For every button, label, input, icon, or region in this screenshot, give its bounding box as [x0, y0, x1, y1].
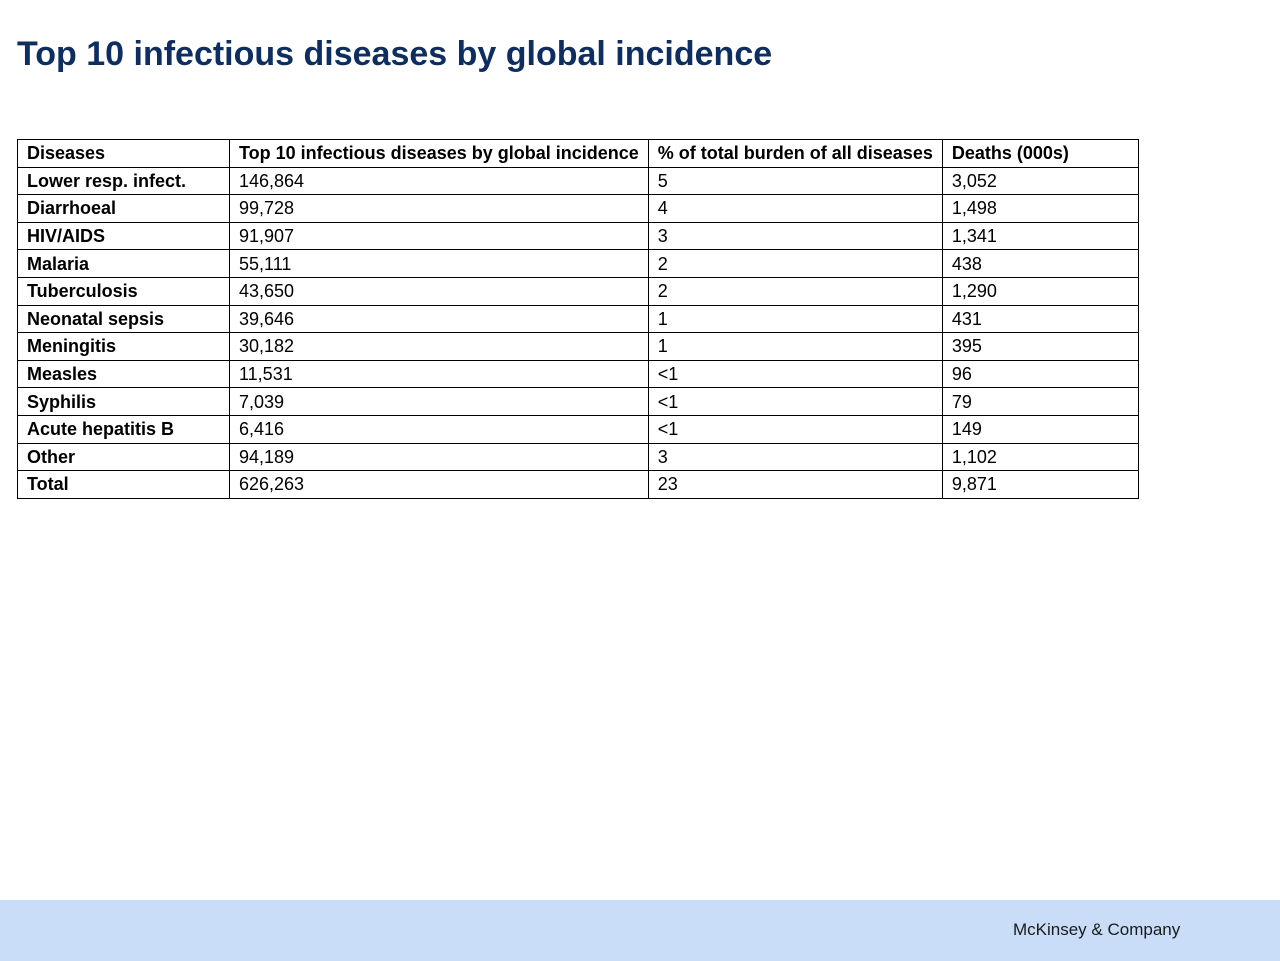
burden-percent-cell: 3: [647, 221, 943, 251]
header-cell-burden: % of total burden of all diseases: [647, 139, 943, 168]
burden-percent-cell: 2: [647, 249, 943, 278]
deaths-cell: 1,498: [941, 194, 1139, 223]
incidence-cell: 6,416: [229, 414, 649, 444]
incidence-cell: 30,182: [229, 332, 649, 361]
incidence-cell: 626,263: [229, 470, 649, 499]
header-cell-incidence: Top 10 infectious diseases by global inc…: [229, 139, 649, 168]
table-row: Diarrhoeal 99,728 4 1,498: [17, 194, 1139, 223]
burden-percent-cell: <1: [647, 359, 943, 389]
deaths-cell: 9,871: [941, 470, 1139, 499]
deaths-cell: 1,102: [941, 442, 1139, 472]
header-cell-deaths: Deaths (000s): [941, 139, 1139, 168]
disease-name-cell: Malaria: [17, 249, 230, 278]
burden-percent-cell: 2: [647, 276, 943, 306]
burden-percent-cell: 1: [647, 304, 943, 334]
disease-name-cell: Tuberculosis: [17, 276, 230, 306]
burden-percent-cell: 3: [647, 442, 943, 472]
table-body: Diseases Top 10 infectious diseases by g…: [17, 139, 1139, 499]
disease-name-cell: Acute hepatitis B: [17, 414, 230, 444]
incidence-cell: 7,039: [229, 387, 649, 416]
table-row: Acute hepatitis B 6,416 <1 149: [17, 414, 1139, 444]
footer-brand: McKinsey & Company: [1013, 920, 1181, 939]
incidence-cell: 43,650: [229, 276, 649, 306]
table-row: Lower resp. infect. 146,864 5 3,052: [17, 166, 1139, 196]
burden-percent-cell: 23: [647, 470, 943, 499]
table-row: Meningitis 30,182 1 395: [17, 332, 1139, 361]
burden-percent-cell: 5: [647, 166, 943, 196]
disease-name-cell: HIV/AIDS: [17, 221, 230, 251]
burden-percent-cell: 1: [647, 332, 943, 361]
incidence-cell: 146,864: [229, 166, 649, 196]
disease-name-cell: Neonatal sepsis: [17, 304, 230, 334]
header-cell-diseases: Diseases: [17, 139, 230, 168]
incidence-cell: 39,646: [229, 304, 649, 334]
disease-name-cell: Measles: [17, 359, 230, 389]
page-title: Top 10 infectious diseases by global inc…: [17, 35, 773, 73]
deaths-cell: 96: [941, 359, 1139, 389]
deaths-cell: 1,290: [941, 276, 1139, 306]
disease-name-cell: Lower resp. infect.: [17, 166, 230, 196]
disease-name-cell: Other: [17, 442, 230, 472]
table-total-row: Total 626,263 23 9,871: [17, 470, 1139, 499]
deaths-cell: 1,341: [941, 221, 1139, 251]
table-row: Syphilis 7,039 <1 79: [17, 387, 1139, 416]
disease-table: Diseases Top 10 infectious diseases by g…: [17, 139, 1139, 499]
table-header-row: Diseases Top 10 infectious diseases by g…: [17, 139, 1139, 168]
deaths-cell: 3,052: [941, 166, 1139, 196]
table-row: Neonatal sepsis 39,646 1 431: [17, 304, 1139, 334]
incidence-cell: 11,531: [229, 359, 649, 389]
footer-bar: [0, 900, 1280, 961]
disease-name-cell: Syphilis: [17, 387, 230, 416]
table-row: Measles 11,531 <1 96: [17, 359, 1139, 389]
deaths-cell: 395: [941, 332, 1139, 361]
table-row: HIV/AIDS 91,907 3 1,341: [17, 221, 1139, 251]
table-row: Other 94,189 3 1,102: [17, 442, 1139, 472]
table-row: Tuberculosis 43,650 2 1,290: [17, 276, 1139, 306]
deaths-cell: 438: [941, 249, 1139, 278]
disease-name-cell: Total: [17, 470, 230, 499]
incidence-cell: 94,189: [229, 442, 649, 472]
burden-percent-cell: 4: [647, 194, 943, 223]
burden-percent-cell: <1: [647, 414, 943, 444]
burden-percent-cell: <1: [647, 387, 943, 416]
disease-name-cell: Meningitis: [17, 332, 230, 361]
incidence-cell: 91,907: [229, 221, 649, 251]
table-row: Malaria 55,111 2 438: [17, 249, 1139, 278]
deaths-cell: 79: [941, 387, 1139, 416]
disease-name-cell: Diarrhoeal: [17, 194, 230, 223]
deaths-cell: 431: [941, 304, 1139, 334]
incidence-cell: 55,111: [229, 249, 649, 278]
incidence-cell: 99,728: [229, 194, 649, 223]
deaths-cell: 149: [941, 414, 1139, 444]
